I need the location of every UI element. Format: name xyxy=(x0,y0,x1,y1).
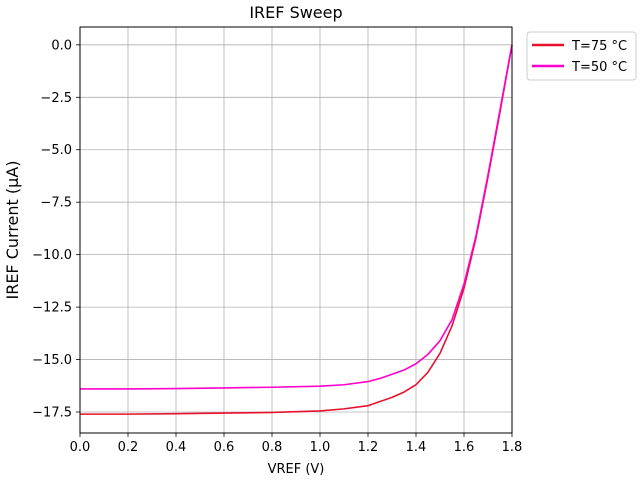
chart-title: IREF Sweep xyxy=(249,3,342,22)
x-tick-label: 0.6 xyxy=(214,440,235,455)
y-tick-label: −2.5 xyxy=(40,91,72,106)
series-line-1 xyxy=(80,44,513,390)
x-axis: 0.0 0.2 0.4 0.6 0.8 1.0 1.2 1.4 1.6 1.8 xyxy=(70,433,523,455)
x-tick-label: 1.2 xyxy=(358,440,379,455)
series-line-0 xyxy=(80,44,513,415)
y-tick-label: −17.5 xyxy=(32,406,72,421)
x-tick-label: 0.2 xyxy=(118,440,139,455)
plot-frame xyxy=(79,26,513,434)
x-tick-label: 1.6 xyxy=(454,440,475,455)
y-tick-label: −15.0 xyxy=(32,353,72,368)
x-tick-label: 0.4 xyxy=(166,440,187,455)
legend: T=75 °C T=50 °C xyxy=(526,31,637,81)
x-tick-label: 1.4 xyxy=(406,440,427,455)
y-axis-label: IREF Current (µA) xyxy=(3,160,22,299)
y-tick-label: 0.0 xyxy=(51,38,72,53)
x-tick-label: 0.8 xyxy=(262,440,283,455)
y-tick-label: −10.0 xyxy=(32,248,72,263)
y-axis: 0.0 −2.5 −5.0 −7.5 −10.0 −12.5 −15.0 −17.5 xyxy=(32,38,80,421)
legend-label-0: T=75 °C xyxy=(571,39,627,54)
legend-label-1: T=50 °C xyxy=(571,60,627,75)
grid xyxy=(79,27,513,433)
series-layer xyxy=(80,44,513,415)
x-tick-label: 1.8 xyxy=(502,440,523,455)
x-tick-label: 0.0 xyxy=(70,440,91,455)
y-tick-label: −5.0 xyxy=(40,143,72,158)
y-tick-label: −7.5 xyxy=(40,196,72,211)
y-tick-label: −12.5 xyxy=(32,301,72,316)
x-tick-label: 1.0 xyxy=(310,440,331,455)
x-axis-label: VREF (V) xyxy=(268,462,325,477)
